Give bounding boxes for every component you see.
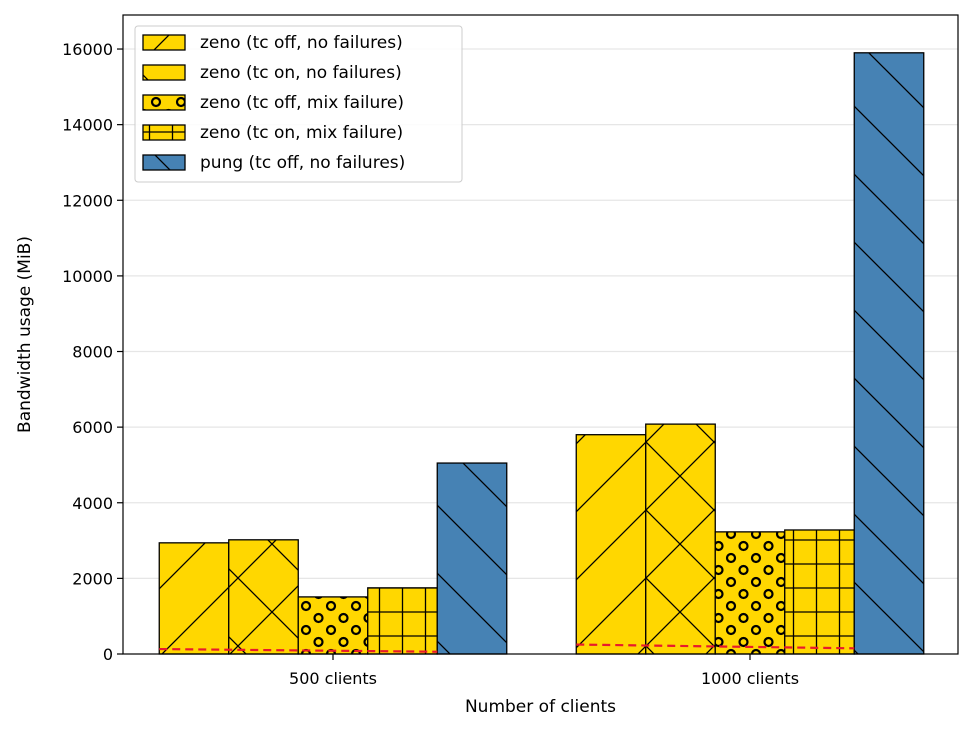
legend-entry-zeno-tc-on-no-failures: zeno (tc on, no failures) xyxy=(142,63,402,83)
legend-entry-zeno-tc-off-no-failures-swatch xyxy=(142,34,186,51)
legend-entry-pung-tc-off-no-failures: pung (tc off, no failures) xyxy=(142,153,405,173)
bar-zeno-tc-on-no-failures-1000-clients xyxy=(645,423,716,655)
bar-zeno-tc-off-no-failures-500-clients xyxy=(158,542,230,655)
legend-entry-zeno-tc-off-mix-failure-label: zeno (tc off, mix failure) xyxy=(200,93,404,113)
x-tick-label: 1000 clients xyxy=(701,669,799,688)
legend-entry-zeno-tc-on-no-failures-swatch xyxy=(142,64,186,81)
legend-entry-pung-tc-off-no-failures-swatch xyxy=(142,154,186,171)
bar-zeno-tc-off-mix-failure-1000-clients xyxy=(714,531,786,655)
y-tick-label: 10000 xyxy=(62,267,113,286)
bar-zeno-tc-on-mix-failure-500-clients xyxy=(367,587,438,655)
legend-entry-zeno-tc-on-mix-failure-swatch xyxy=(142,124,186,141)
bars xyxy=(158,52,925,655)
legend-entry-zeno-tc-off-no-failures-label: zeno (tc off, no failures) xyxy=(200,33,403,53)
reference-line-1000-clients xyxy=(576,643,855,650)
y-tick-label: 8000 xyxy=(72,343,113,362)
bar-zeno-tc-on-mix-failure-1000-clients xyxy=(784,529,855,655)
y-tick-label: 14000 xyxy=(62,116,113,135)
y-tick-label: 16000 xyxy=(62,40,113,59)
legend-entry-zeno-tc-on-no-failures-label: zeno (tc on, no failures) xyxy=(200,63,402,83)
reference-lines xyxy=(159,643,855,653)
legend-entry-zeno-tc-on-mix-failure-label: zeno (tc on, mix failure) xyxy=(200,123,403,143)
bar-pung-tc-off-no-failures-1000-clients xyxy=(853,52,925,655)
x-axis-ticks: 500 clients 1000 clients xyxy=(289,654,799,688)
bar-zeno-tc-on-no-failures-500-clients xyxy=(228,539,299,655)
x-tick-label: 500 clients xyxy=(289,669,377,688)
bar-zeno-tc-off-no-failures-1000-clients xyxy=(575,434,647,655)
legend-frame xyxy=(134,25,463,183)
y-tick-label: 2000 xyxy=(72,569,113,588)
legend-entry-pung-tc-off-no-failures-label: pung (tc off, no failures) xyxy=(200,153,405,173)
bar-pung-tc-off-no-failures-500-clients xyxy=(436,462,508,655)
legend: zeno (tc off, no failures) zeno (tc on, n… xyxy=(134,25,463,183)
legend-entry-zeno-tc-off-no-failures: zeno (tc off, no failures) xyxy=(142,33,403,53)
y-axis-ticks: 0 2000 4000 6000 8000 10000 12000 14000 16000 xyxy=(62,40,123,664)
y-tick-label: 0 xyxy=(103,645,113,664)
y-tick-label: 4000 xyxy=(72,494,113,513)
y-tick-label: 12000 xyxy=(62,191,113,210)
reference-line-500-clients xyxy=(159,647,438,653)
plot-area-frame xyxy=(122,14,959,655)
x-axis-label: Number of clients xyxy=(465,697,616,717)
legend-entry-zeno-tc-off-mix-failure: zeno (tc off, mix failure) xyxy=(142,93,404,113)
y-tick-label: 6000 xyxy=(72,418,113,437)
legend-entry-zeno-tc-on-mix-failure: zeno (tc on, mix failure) xyxy=(142,123,403,143)
y-axis-label: Bandwidth usage (MiB) xyxy=(15,236,35,433)
legend-entry-zeno-tc-off-mix-failure-swatch xyxy=(142,94,186,111)
bar-zeno-tc-off-mix-failure-500-clients xyxy=(297,596,369,655)
